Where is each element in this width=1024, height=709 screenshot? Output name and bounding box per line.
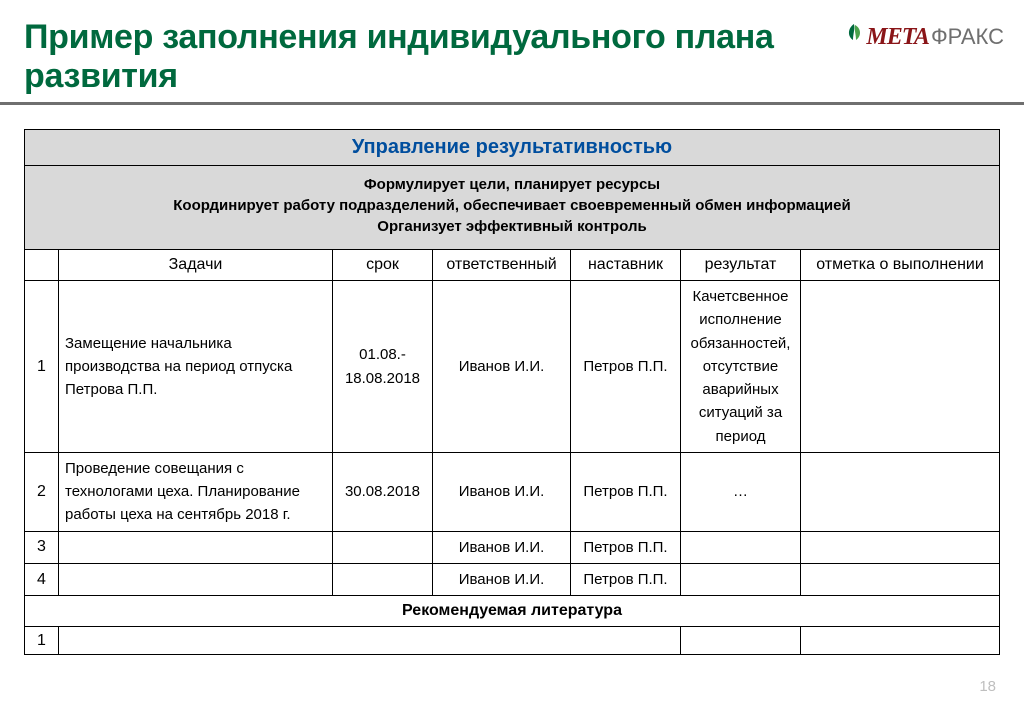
table-row: 4 Иванов И.И. Петров П.П.	[25, 563, 1000, 595]
row-1-due: 01.08.- 18.08.2018	[333, 281, 433, 453]
table-row: 2 Проведение совещания с технологами цех…	[25, 452, 1000, 531]
section-line-3: Организует эффективный контроль	[35, 218, 989, 235]
row-2-task: Проведение совещания с технологами цеха.…	[59, 452, 333, 531]
col-resp-header: ответственный	[433, 250, 571, 281]
slide: Пример заполнения индивидуального плана …	[0, 0, 1024, 709]
section-line-1: Формулирует цели, планирует ресурсы	[35, 176, 989, 193]
lit-row-1-b	[801, 627, 1000, 655]
header: Пример заполнения индивидуального плана …	[24, 18, 1000, 102]
row-3-note	[801, 531, 1000, 563]
col-note-header: отметка о выполнении	[801, 250, 1000, 281]
lit-row-1-n: 1	[25, 627, 59, 655]
section-line-2: Координирует работу подразделений, обесп…	[35, 197, 989, 214]
row-3-due	[333, 531, 433, 563]
col-due-header: срок	[333, 250, 433, 281]
slide-title: Пример заполнения индивидуального плана …	[24, 18, 844, 96]
row-2-n: 2	[25, 452, 59, 531]
row-1-note	[801, 281, 1000, 453]
leaf-icon	[844, 22, 864, 42]
logo-fraks-text: ФРАКС	[931, 24, 1004, 50]
literature-row: 1	[25, 627, 1000, 655]
row-3-n: 3	[25, 531, 59, 563]
row-4-due	[333, 563, 433, 595]
table-row: 1 Замещение начальника производства на п…	[25, 281, 1000, 453]
section-title-row: Управление результативностью	[25, 130, 1000, 166]
table-row: 3 Иванов И.И. Петров П.П.	[25, 531, 1000, 563]
row-1-resp: Иванов И.И.	[433, 281, 571, 453]
plan-table: Управление результативностью Формулирует…	[24, 129, 1000, 655]
logo: МЕТА ФРАКС	[844, 24, 1004, 51]
row-2-due: 30.08.2018	[333, 452, 433, 531]
page-number: 18	[979, 678, 996, 695]
literature-header-row: Рекомендуемая литература	[25, 596, 1000, 627]
logo-meta-text: МЕТА	[866, 24, 929, 51]
row-4-resp: Иванов И.И.	[433, 563, 571, 595]
section-desc-row: Формулирует цели, планирует ресурсы Коор…	[25, 166, 1000, 250]
column-header-row: Задачи срок ответственный наставник резу…	[25, 250, 1000, 281]
row-1-n: 1	[25, 281, 59, 453]
row-2-note	[801, 452, 1000, 531]
col-n-header	[25, 250, 59, 281]
row-4-res	[681, 563, 801, 595]
lit-row-1-a	[681, 627, 801, 655]
row-4-n: 4	[25, 563, 59, 595]
row-2-ment: Петров П.П.	[571, 452, 681, 531]
section-desc: Формулирует цели, планирует ресурсы Коор…	[25, 166, 1000, 250]
row-2-res: …	[681, 452, 801, 531]
row-3-ment: Петров П.П.	[571, 531, 681, 563]
row-3-resp: Иванов И.И.	[433, 531, 571, 563]
row-4-task	[59, 563, 333, 595]
col-ment-header: наставник	[571, 250, 681, 281]
row-4-ment: Петров П.П.	[571, 563, 681, 595]
row-3-task	[59, 531, 333, 563]
col-res-header: результат	[681, 250, 801, 281]
row-1-task: Замещение начальника производства на пер…	[59, 281, 333, 453]
section-title: Управление результативностью	[25, 130, 1000, 166]
literature-heading: Рекомендуемая литература	[25, 596, 1000, 627]
content: Управление результативностью Формулирует…	[24, 105, 1000, 655]
col-task-header: Задачи	[59, 250, 333, 281]
row-4-note	[801, 563, 1000, 595]
row-1-res: Качетсвенное исполнение обязанностей, от…	[681, 281, 801, 453]
row-1-ment: Петров П.П.	[571, 281, 681, 453]
row-2-resp: Иванов И.И.	[433, 452, 571, 531]
lit-row-1-text	[59, 627, 681, 655]
row-3-res	[681, 531, 801, 563]
